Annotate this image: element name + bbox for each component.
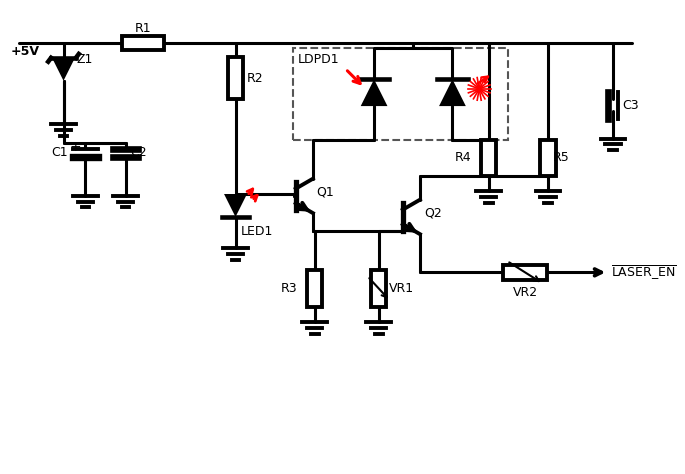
- Text: +5V: +5V: [11, 45, 40, 58]
- Bar: [228, 57, 243, 100]
- Bar: [293, 48, 508, 140]
- Bar: [122, 36, 164, 50]
- Text: Q2: Q2: [424, 207, 442, 219]
- Polygon shape: [52, 58, 75, 81]
- Bar: [307, 271, 323, 307]
- Text: Z1: Z1: [77, 53, 93, 66]
- Text: +: +: [69, 140, 81, 154]
- Bar: [503, 264, 547, 280]
- Bar: [371, 271, 386, 307]
- Text: $\overline{\rm LASER\_EN}$: $\overline{\rm LASER\_EN}$: [611, 263, 677, 282]
- Text: R4: R4: [455, 151, 471, 164]
- Polygon shape: [224, 194, 247, 217]
- Text: VR2: VR2: [512, 286, 538, 299]
- Text: C3: C3: [623, 99, 639, 111]
- Text: C2: C2: [130, 146, 147, 159]
- Text: R3: R3: [281, 282, 297, 295]
- Text: VR1: VR1: [388, 282, 414, 295]
- Text: R1: R1: [134, 22, 151, 36]
- Text: Q1: Q1: [316, 186, 334, 199]
- Bar: [481, 139, 497, 176]
- Bar: [540, 139, 556, 176]
- Text: LDPD1: LDPD1: [297, 53, 339, 65]
- Text: C1: C1: [51, 146, 68, 159]
- Text: R2: R2: [247, 72, 264, 85]
- Polygon shape: [439, 79, 466, 106]
- Polygon shape: [361, 79, 388, 106]
- Text: R5: R5: [553, 151, 569, 164]
- Text: LED1: LED1: [240, 225, 273, 237]
